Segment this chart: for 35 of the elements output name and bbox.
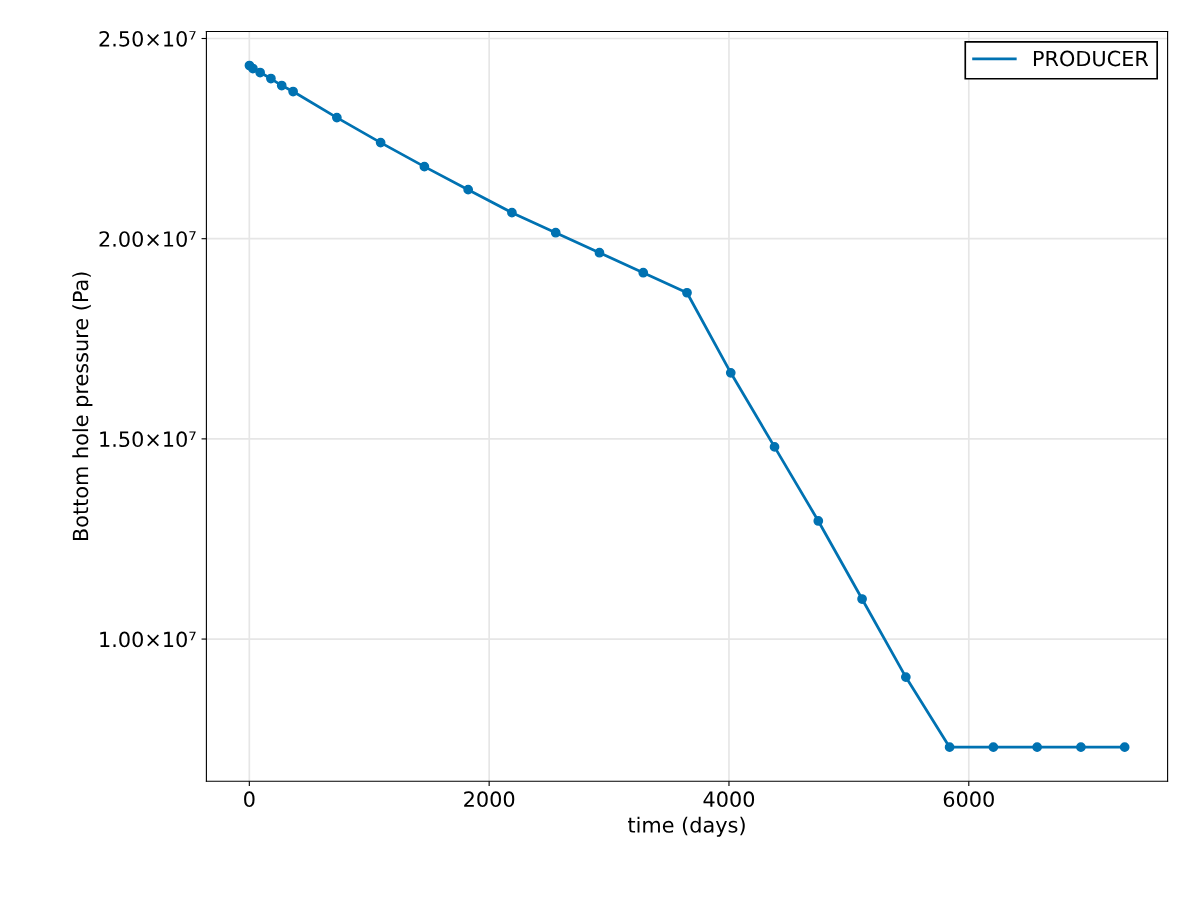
x-tick-label: 0 (244, 791, 255, 808)
y-tick-label: 1.00×10⁷ (100, 631, 196, 648)
point (375, 137, 386, 148)
y-tick-label: 2.50×10⁷ (99, 30, 196, 47)
point (900, 672, 911, 682)
point (266, 73, 276, 84)
y-axis-title: Bottom hole pressure (Pa) (72, 272, 93, 541)
point (1119, 742, 1130, 753)
point (550, 227, 561, 238)
point (288, 86, 298, 97)
point (419, 161, 430, 172)
point (944, 742, 955, 753)
point (769, 442, 780, 452)
point (638, 267, 649, 278)
point (594, 247, 605, 258)
point (1076, 742, 1086, 753)
x-tick-label: 4000 (703, 791, 755, 808)
x-axis-title: time (days) (628, 816, 745, 837)
legend-label: PRODUCER (1033, 50, 1149, 67)
point (1032, 742, 1042, 753)
x-tick-label: 6000 (943, 791, 994, 808)
point (255, 67, 265, 78)
point (507, 207, 517, 218)
point (725, 367, 736, 378)
x-tick-label: 2000 (464, 791, 515, 808)
y-tick-label: 1.50×10⁷ (100, 431, 196, 448)
point (813, 516, 824, 526)
point (463, 184, 474, 195)
y-tick-label: 2.00×10⁷ (99, 231, 196, 247)
point (682, 287, 692, 298)
point (988, 742, 999, 753)
point (248, 63, 258, 74)
point (857, 594, 867, 604)
point (332, 112, 342, 123)
point (276, 80, 287, 91)
